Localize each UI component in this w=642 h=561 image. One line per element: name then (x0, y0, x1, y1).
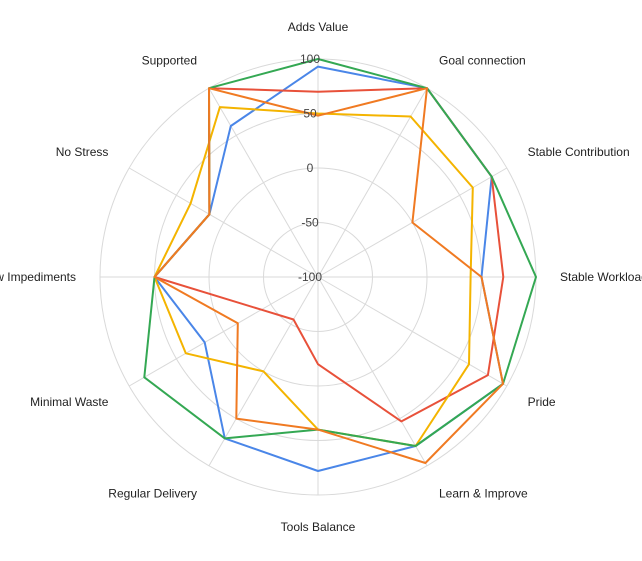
spoke-1 (317, 87, 428, 278)
axis-label-0: Adds Value (288, 20, 349, 34)
axis-label-6: Tools Balance (281, 520, 356, 534)
series-line-5 (153, 87, 504, 464)
tick-label-3: 50 (303, 107, 317, 121)
axis-label-7: Regular Delivery (108, 487, 197, 501)
series-line-4 (143, 58, 537, 447)
series-layer (143, 58, 537, 472)
tick-label-0: -100 (298, 270, 322, 284)
axis-label-4: Pride (528, 395, 556, 409)
tick-label-1: -50 (301, 216, 319, 230)
axis-label-3: Stable Workload (560, 270, 642, 284)
spoke-8 (128, 276, 319, 387)
axis-label-1: Goal connection (439, 54, 526, 68)
spoke-10 (128, 167, 319, 278)
series-line-1 (153, 65, 504, 472)
axis-labels: Adds Value Goal connection Stable Contribu… (0, 20, 642, 534)
axis-label-8: Minimal Waste (30, 395, 109, 409)
spoke-11 (208, 87, 319, 278)
spoke-4 (317, 276, 508, 387)
tick-label-4: 100 (300, 52, 320, 66)
tick-label-2: 0 (307, 161, 314, 175)
axis-label-5: Learn & Improve (439, 487, 528, 501)
axis-label-10: No Stress (56, 145, 109, 159)
tick-labels: -100 -50 0 50 100 (298, 52, 322, 284)
axis-label-9: Few Impediments (0, 270, 76, 284)
spoke-5 (317, 276, 428, 467)
axis-label-2: Stable Contribution (528, 145, 630, 159)
axis-label-11: Supported (142, 54, 197, 68)
